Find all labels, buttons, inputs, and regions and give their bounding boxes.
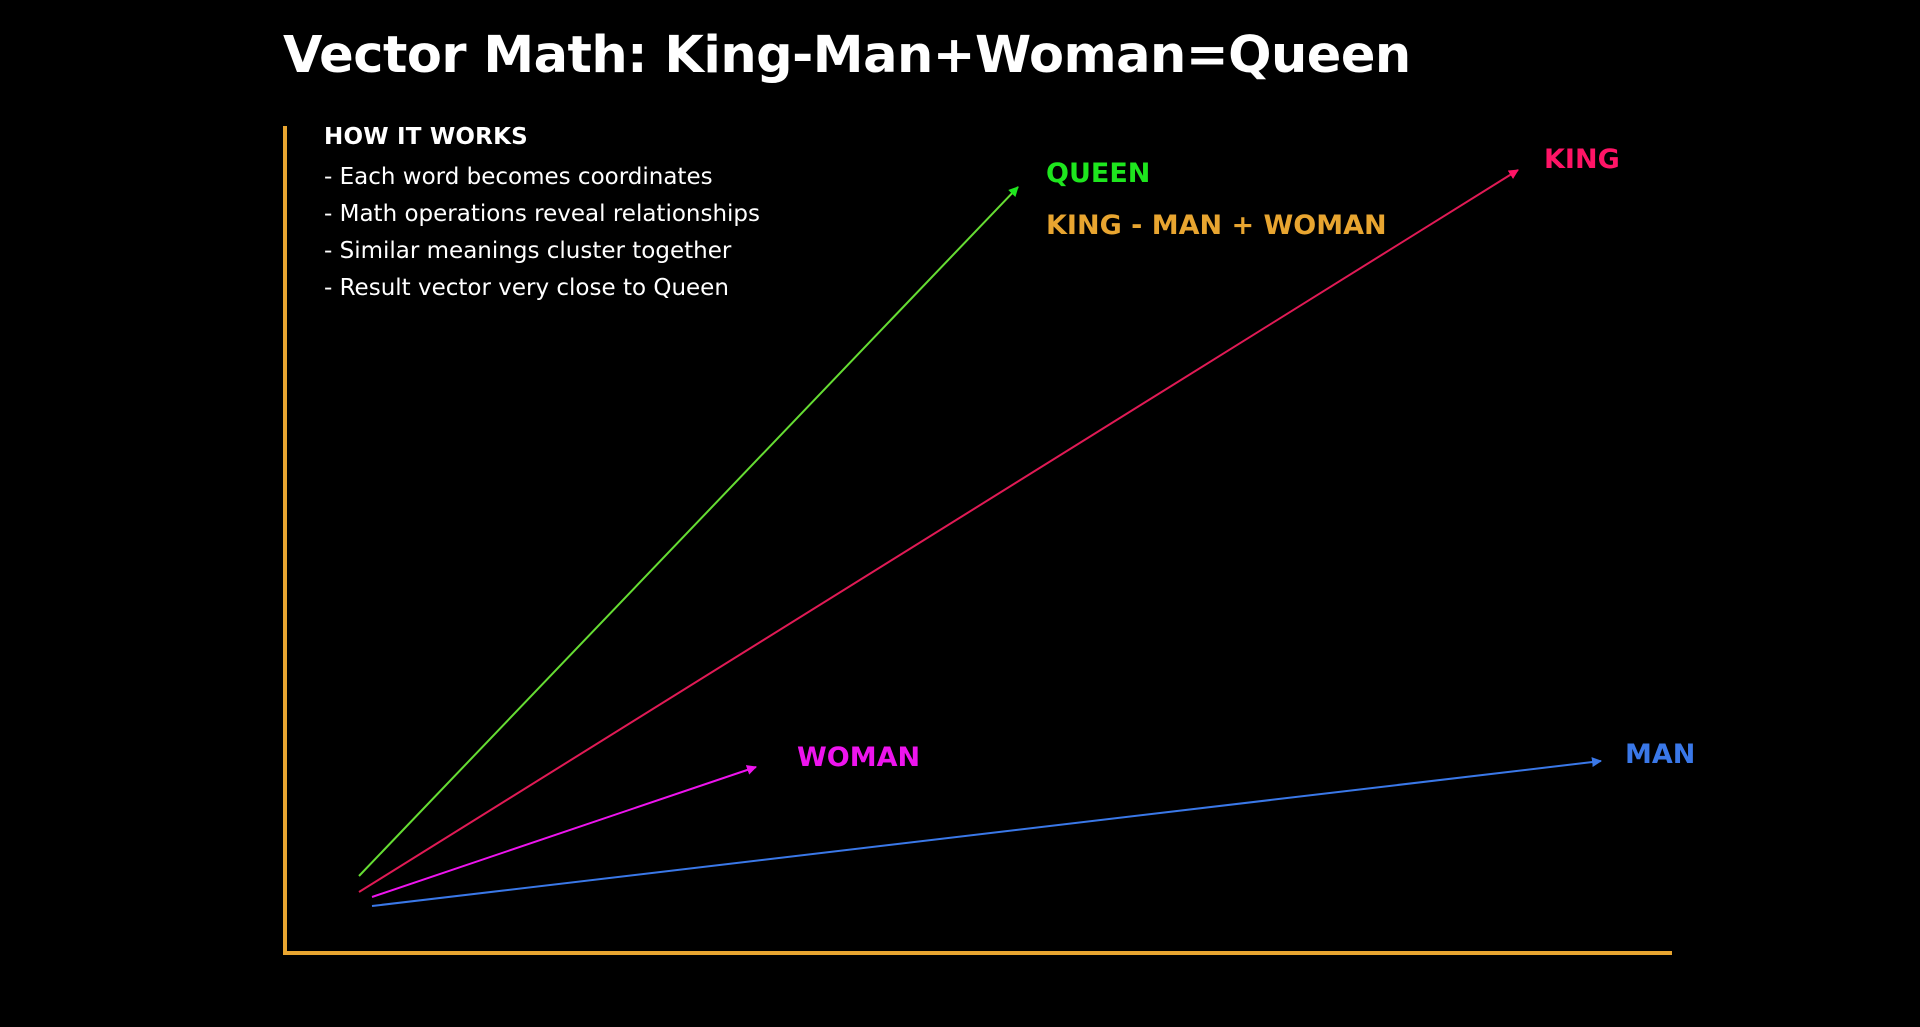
formula-label: KING - MAN + WOMAN xyxy=(1046,210,1387,241)
list-item: - Each word becomes coordinates xyxy=(324,164,713,190)
woman-label: WOMAN xyxy=(797,742,921,773)
list-item: - Result vector very close to Queen xyxy=(324,275,729,301)
woman-vector-line xyxy=(371,765,757,898)
man-vector-line xyxy=(371,757,1602,907)
man-label: MAN xyxy=(1625,739,1696,770)
page-title: Vector Math: King-Man+Woman=Queen xyxy=(283,26,1411,85)
king-vector-line xyxy=(358,169,1519,893)
queen-label: QUEEN xyxy=(1046,158,1151,189)
list-item: - Similar meanings cluster together xyxy=(324,238,732,264)
how-it-works-list: - Each word becomes coordinates - Math o… xyxy=(324,159,844,307)
how-it-works-panel: HOW IT WORKS - Each word becomes coordin… xyxy=(324,124,844,307)
queen-vector-line xyxy=(358,186,1019,877)
how-it-works-heading: HOW IT WORKS xyxy=(324,124,528,150)
king-label: KING xyxy=(1544,144,1620,175)
list-item: - Math operations reveal relationships xyxy=(324,201,761,227)
